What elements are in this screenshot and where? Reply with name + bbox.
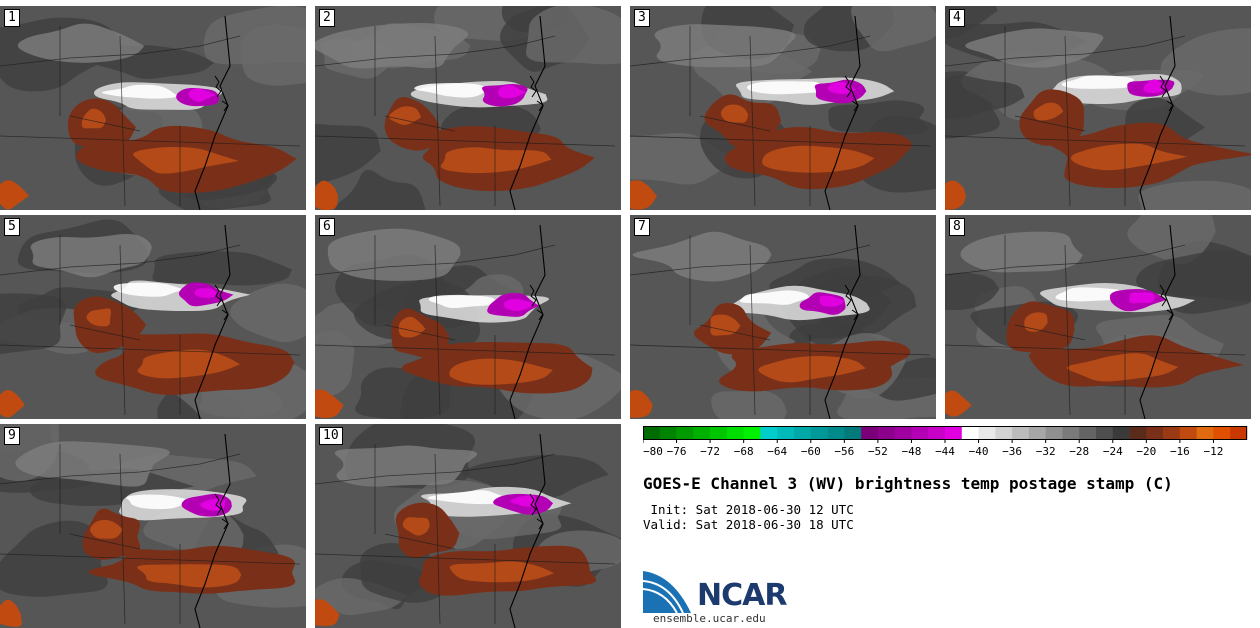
panel-number-label: 6 [319, 218, 335, 236]
ensemble-member-panel: 2 [315, 6, 621, 210]
colorbar-bin [760, 426, 778, 440]
colorbar: −80 −76 −72 −68 −64 −60 −56 −52 −48 −44 −40 −36 −32−… [643, 426, 1248, 458]
colorbar-tick-label: −60 [801, 445, 821, 458]
colorbar-bin [1028, 426, 1046, 440]
colorbar-bin [726, 426, 744, 440]
ensemble-member-panel: 1 [0, 6, 306, 210]
colorbar-bin [1045, 426, 1063, 440]
water-vapor-map [315, 215, 621, 419]
colorbar-tick-label: −16 [1170, 445, 1190, 458]
colorbar-bin [844, 426, 862, 440]
colorbar-bin [877, 426, 895, 440]
colorbar-bin [1096, 426, 1114, 440]
water-vapor-map [315, 424, 621, 628]
colorbar-bin [1079, 426, 1097, 440]
panel-number-label: 3 [634, 9, 650, 27]
colorbar-bin [1196, 426, 1214, 440]
colorbar-bin [961, 426, 979, 440]
panel-number-label: 10 [319, 427, 343, 445]
colorbar-bin [1213, 426, 1231, 440]
panel-number-label: 7 [634, 218, 650, 236]
ensemble-member-panel: 8 [945, 215, 1251, 419]
panel-number-label: 4 [949, 9, 965, 27]
panel-number-label: 8 [949, 218, 965, 236]
colorbar-bin [827, 426, 845, 440]
panel-number-label: 1 [4, 9, 20, 27]
colorbar-tick-label: −68 [734, 445, 754, 458]
colorbar-tick-label: −36 [1002, 445, 1022, 458]
ensemble-member-panel: 10 [315, 424, 621, 628]
colorbar-tick-label: −20 [1136, 445, 1156, 458]
ncar-logo-text: NCAR [697, 578, 787, 613]
init-time: Init: Sat 2018-06-30 12 UTC [643, 502, 854, 517]
colorbar-bin [1230, 426, 1248, 440]
colorbar-bin [676, 426, 694, 440]
colorbar-tick-label: −44 [935, 445, 955, 458]
water-vapor-map [0, 424, 306, 628]
colorbar-tick-label: −28 [1069, 445, 1089, 458]
valid-time: Valid: Sat 2018-06-30 18 UTC [643, 517, 854, 532]
colorbar-bin [995, 426, 1013, 440]
water-vapor-map [0, 215, 306, 419]
colorbar-bin [777, 426, 795, 440]
colorbar-bin [794, 426, 812, 440]
colorbar-tick-label: −76 [667, 445, 687, 458]
colorbar-bin [659, 426, 677, 440]
water-vapor-map [945, 215, 1251, 419]
ensemble-member-panel: 5 [0, 215, 306, 419]
water-vapor-map [630, 6, 936, 210]
ensemble-member-panel: 6 [315, 215, 621, 419]
colorbar-bin [643, 426, 661, 440]
water-vapor-map [945, 6, 1251, 210]
colorbar-tick-label: −48 [902, 445, 922, 458]
ensemble-member-panel: 7 [630, 215, 936, 419]
colorbar-tick-label: −80 [643, 445, 663, 458]
colorbar-bin [1146, 426, 1164, 440]
water-vapor-map [0, 6, 306, 210]
website-label: ensemble.ucar.edu [653, 612, 766, 625]
colorbar-tick-label: −32 [1036, 445, 1056, 458]
plot-title: GOES-E Channel 3 (WV) brightness temp po… [643, 474, 1173, 493]
colorbar-tick-label: −72 [700, 445, 720, 458]
ensemble-member-panel: 3 [630, 6, 936, 210]
colorbar-bin [1062, 426, 1080, 440]
colorbar-bin [978, 426, 996, 440]
colorbar-bin [1129, 426, 1147, 440]
panel-number-label: 2 [319, 9, 335, 27]
colorbar-bin [693, 426, 711, 440]
colorbar-tick-label: −12 [1204, 445, 1224, 458]
colorbar-bin [1112, 426, 1130, 440]
colorbar-bin [1012, 426, 1030, 440]
colorbar-tick-label: −52 [868, 445, 888, 458]
colorbar-bin [1179, 426, 1197, 440]
colorbar-tick-label: −56 [834, 445, 854, 458]
panel-number-label: 5 [4, 218, 20, 236]
ensemble-member-panel: 9 [0, 424, 306, 628]
water-vapor-map [630, 215, 936, 419]
ncar-logo-icon [643, 571, 691, 614]
colorbar-tick-label: −64 [767, 445, 787, 458]
colorbar-bin [894, 426, 912, 440]
panel-number-label: 9 [4, 427, 20, 445]
colorbar-bin [911, 426, 929, 440]
colorbar-frame [643, 426, 1247, 440]
colorbar-bin [945, 426, 963, 440]
colorbar-tick-label: −40 [969, 445, 989, 458]
ensemble-member-panel: 4 [945, 6, 1251, 210]
colorbar-bin [743, 426, 761, 440]
colorbar-bin [710, 426, 728, 440]
water-vapor-map [315, 6, 621, 210]
colorbar-bin [810, 426, 828, 440]
colorbar-tick-label: −24 [1103, 445, 1123, 458]
colorbar-bin [928, 426, 946, 440]
colorbar-bin [1163, 426, 1181, 440]
colorbar-bin [861, 426, 879, 440]
